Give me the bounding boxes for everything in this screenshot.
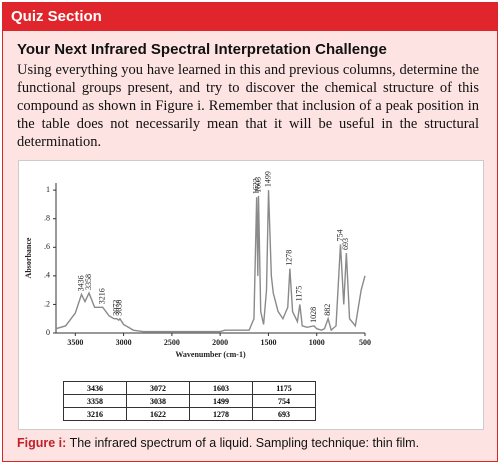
peak-label: 3038 xyxy=(115,300,124,316)
x-tick-label: 1500 xyxy=(260,338,276,347)
table-row: 3436 3072 1603 1175 xyxy=(63,381,316,395)
x-tick-label: 3000 xyxy=(116,338,132,347)
table-row: 3216 1622 1278 693 xyxy=(63,407,316,421)
peak-label: 1028 xyxy=(309,307,318,323)
table-cell: 3358 xyxy=(63,394,127,408)
table-cell: 3216 xyxy=(63,407,127,421)
y-tick-label: .4 xyxy=(44,271,50,280)
table-cell: 1278 xyxy=(189,407,253,421)
peak-table: 3436 3072 1603 1175 3358 3038 1499 754 3216 1622 1… xyxy=(63,381,316,421)
table-cell: 1175 xyxy=(252,381,316,395)
table-cell: 1603 xyxy=(189,381,253,395)
table-cell: 3436 xyxy=(63,381,127,395)
challenge-body: Using everything you have learned in thi… xyxy=(17,62,479,150)
peak-label: 3436 xyxy=(76,275,85,291)
peak-label: 1175 xyxy=(295,286,304,302)
table-cell: 754 xyxy=(252,394,316,408)
y-tick-label: .2 xyxy=(44,299,50,308)
spectrum-line xyxy=(55,190,366,333)
chart: 0 .2 .4 .6 .8 1 3500 3000 2500 2000 1500 1000 500 Wav… xyxy=(24,171,371,359)
peak-label: 3358 xyxy=(84,274,93,290)
peak-label: 693 xyxy=(341,238,350,250)
x-tick-label: 2500 xyxy=(164,338,180,347)
table-cell: 693 xyxy=(252,407,316,421)
figure-caption: Figure i: The infrared spectrum of a liq… xyxy=(17,436,419,450)
peak-label: 3216 xyxy=(98,288,107,304)
y-axis-label: Absorbance xyxy=(24,237,33,278)
x-tick-label: 2000 xyxy=(212,338,228,347)
table-cell: 3072 xyxy=(126,381,190,395)
x-tick-label: 1000 xyxy=(309,338,325,347)
y-tick-label: .8 xyxy=(44,214,50,223)
challenge-title: Your Next Infrared Spectral Interpretati… xyxy=(17,41,387,58)
quiz-panel: Quiz Section Your Next Infrared Spectral… xyxy=(2,2,498,462)
caption-label: Figure i: xyxy=(17,436,67,450)
peak-label: 1603 xyxy=(253,177,262,193)
peak-label: 882 xyxy=(323,304,332,316)
peak-label: 1278 xyxy=(285,250,294,266)
peak-label: 1622 xyxy=(251,178,260,194)
section-header: Quiz Section xyxy=(3,3,497,31)
table-cell: 1499 xyxy=(189,394,253,408)
y-tick-label: 1 xyxy=(46,185,50,194)
peak-label: 1499 xyxy=(263,171,272,187)
y-tick-label: .6 xyxy=(44,242,50,251)
figure: 0 .2 .4 .6 .8 1 3500 3000 2500 2000 1500 1000 500 Wav… xyxy=(18,160,484,430)
peak-label: 754 xyxy=(335,229,344,241)
peak-label: 3072 xyxy=(111,300,120,316)
y-tick-label: 0 xyxy=(46,328,50,337)
table-row: 3358 3038 1499 754 xyxy=(63,394,316,408)
x-tick-label: 3500 xyxy=(67,338,83,347)
x-tick-label: 500 xyxy=(359,338,371,347)
caption-text: The infrared spectrum of a liquid. Sampl… xyxy=(69,436,420,450)
table-cell: 3038 xyxy=(126,394,190,408)
x-axis-label: Wavenumber (cm-1) xyxy=(175,350,246,359)
table-cell: 1622 xyxy=(126,407,190,421)
